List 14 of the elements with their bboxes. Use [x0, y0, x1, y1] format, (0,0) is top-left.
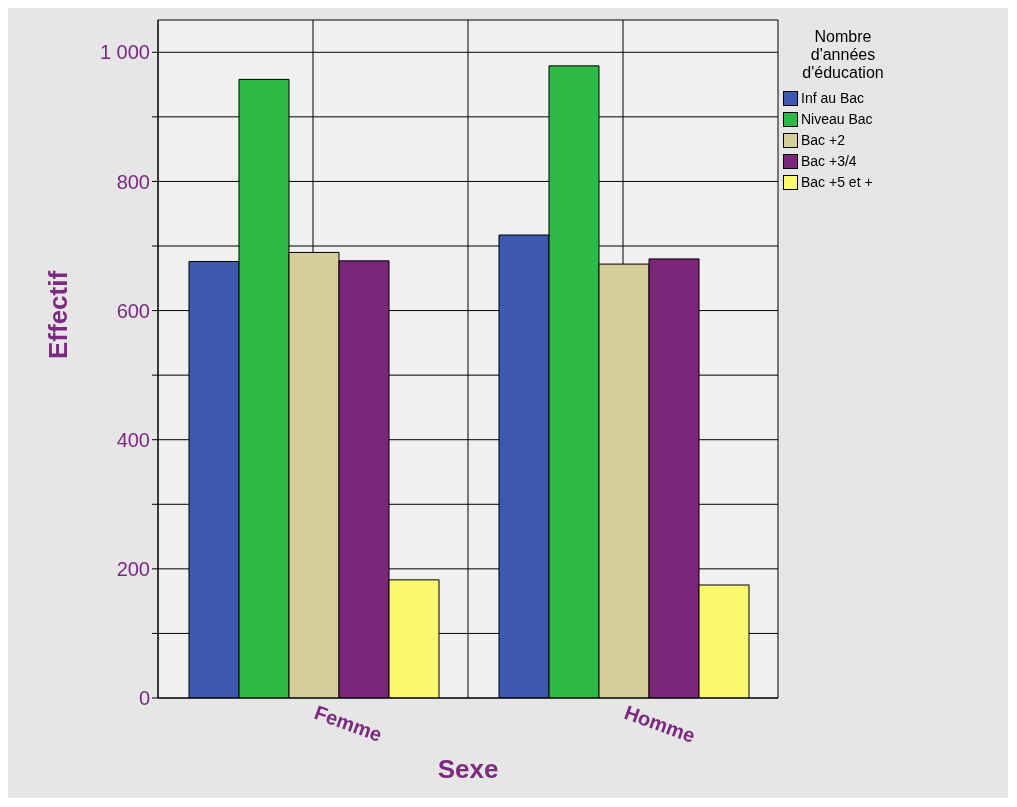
y-tick-label: 1 000	[99, 41, 150, 64]
y-tick-label: 200	[116, 557, 150, 580]
x-axis-title: Sexe	[437, 754, 499, 784]
legend-label: Bac +2	[801, 131, 845, 150]
legend-title: Nombre d'années d'éducation	[801, 28, 885, 82]
y-tick-label: 800	[116, 170, 150, 193]
legend-label: Bac +3/4	[801, 152, 857, 171]
y-tick-label: 400	[116, 428, 150, 451]
legend-label: Inf au Bac	[801, 89, 865, 108]
legend-label: Niveau Bac	[801, 110, 873, 129]
legend-label: Bac +5 et +	[801, 173, 873, 192]
y-tick-label: 600	[116, 299, 150, 322]
y-axis-title: Effectif	[43, 270, 74, 359]
y-tick-label: 0	[138, 687, 150, 710]
